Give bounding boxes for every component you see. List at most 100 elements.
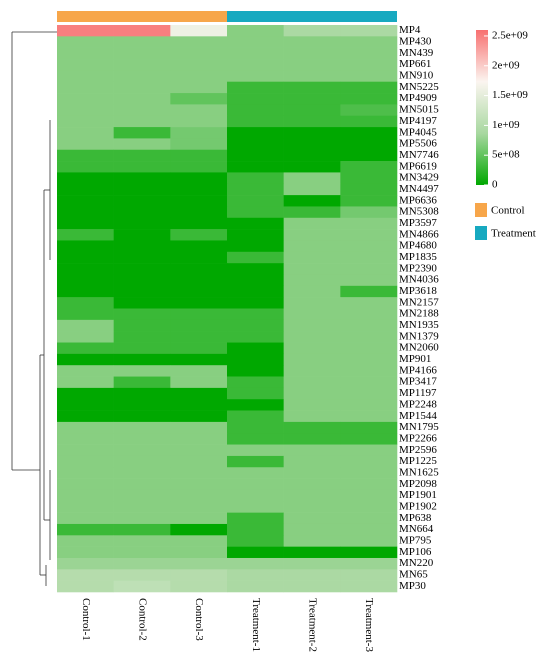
heatmap-cell	[170, 115, 228, 128]
heatmap-cell	[170, 263, 228, 275]
row-label: MP661	[399, 58, 431, 70]
row-label: MP2248	[399, 398, 437, 410]
heatmap-cell	[283, 455, 341, 468]
heatmap-cell	[170, 195, 228, 207]
row-label: MN2060	[399, 342, 439, 354]
heatmap-cell	[113, 206, 171, 219]
heatmap-cell	[170, 410, 228, 423]
heatmap-cell	[57, 444, 114, 457]
heatmap-cell	[227, 501, 284, 513]
heatmap-cell	[283, 59, 341, 71]
heatmap-cell	[170, 331, 228, 343]
heatmap-cell	[227, 93, 284, 105]
heatmap-cell	[170, 489, 228, 502]
row-label: MP6619	[399, 160, 437, 172]
heatmap-cell	[170, 319, 228, 332]
heatmap-cell	[113, 308, 171, 321]
heatmap-cell	[283, 81, 341, 94]
heatmap-cell	[57, 206, 114, 219]
heatmap-cell	[57, 308, 114, 321]
row-label: MP1544	[399, 410, 437, 422]
heatmap-cell	[57, 353, 114, 366]
heatmap-cell	[340, 161, 398, 173]
row-label: MN65	[399, 569, 428, 581]
heatmap-cell	[283, 387, 341, 400]
heatmap-cell	[283, 240, 341, 253]
heatmap-cell	[283, 161, 341, 173]
heatmap-cell	[170, 580, 228, 593]
heatmap-cell	[340, 81, 398, 94]
heatmap-cell	[57, 467, 114, 479]
heatmap-cell	[57, 149, 114, 162]
heatmap-cell	[283, 546, 341, 559]
row-label: MN4036	[399, 274, 439, 286]
heatmap-cell	[340, 535, 398, 547]
heatmap-cell	[340, 297, 398, 309]
heatmap-cell	[283, 36, 341, 48]
heatmap-cell	[113, 455, 171, 468]
heatmap-cell	[227, 331, 284, 343]
heatmap-cell	[170, 81, 228, 94]
heatmap-cell	[57, 421, 114, 434]
heatmap-cell	[170, 36, 228, 48]
heatmap-cell	[227, 115, 284, 128]
heatmap-cell	[170, 535, 228, 547]
heatmap-cell	[170, 93, 228, 105]
heatmap-cell	[227, 478, 284, 491]
row-label: MP1225	[399, 455, 437, 467]
heatmap-cell	[57, 240, 114, 253]
heatmap-cell	[340, 263, 398, 275]
heatmap-cell	[340, 569, 398, 581]
heatmap-cell	[283, 535, 341, 547]
heatmap-cell	[283, 399, 341, 411]
heatmap-cell	[57, 501, 114, 513]
row-label: MN1379	[399, 330, 439, 342]
heatmap-cell	[283, 297, 341, 309]
heatmap-cell	[170, 285, 228, 298]
column-label: Control-1	[80, 598, 92, 641]
heatmap-cell	[227, 285, 284, 298]
heatmap-cell	[283, 172, 341, 185]
row-label: MP4680	[399, 240, 437, 252]
heatmap-cell	[227, 569, 284, 581]
column-label: Control-2	[136, 598, 148, 641]
row-label: MN1935	[399, 319, 439, 331]
heatmap-cell	[57, 342, 114, 355]
heatmap-cell	[340, 274, 398, 287]
heatmap-cell	[113, 47, 171, 60]
heatmap-cell	[340, 557, 398, 570]
heatmap-cell	[170, 421, 228, 434]
column-annotation	[227, 11, 397, 22]
row-label: MN5225	[399, 81, 439, 93]
legend-swatch	[475, 203, 487, 217]
heatmap-cell	[113, 195, 171, 207]
heatmap-cell	[113, 104, 171, 117]
heatmap-cell	[113, 263, 171, 275]
heatmap-cell	[340, 580, 398, 593]
heatmap-cell	[227, 81, 284, 94]
colorbar-tick-label: 2e+09	[492, 59, 520, 71]
heatmap-cell	[57, 195, 114, 207]
heatmap-cell	[170, 183, 228, 196]
heatmap-cell	[227, 546, 284, 559]
heatmap-cell	[340, 308, 398, 321]
heatmap-cell	[340, 285, 398, 298]
heatmap-cell	[170, 523, 228, 536]
heatmap-cell	[283, 376, 341, 389]
heatmap-cell	[227, 183, 284, 196]
heatmap-cell	[283, 342, 341, 355]
heatmap-cell	[57, 433, 114, 445]
heatmap-cell	[170, 70, 228, 82]
heatmap-cell	[170, 161, 228, 173]
heatmap-cell	[340, 331, 398, 343]
heatmap-cell	[113, 149, 171, 162]
heatmap-cell	[113, 229, 171, 241]
row-label: MN5015	[399, 104, 439, 116]
heatmap-cell	[340, 433, 398, 445]
heatmap-cell	[283, 183, 341, 196]
heatmap-cell	[170, 399, 228, 411]
heatmap-cell	[170, 376, 228, 389]
row-label: MN439	[399, 47, 434, 59]
heatmap-cell	[283, 501, 341, 513]
